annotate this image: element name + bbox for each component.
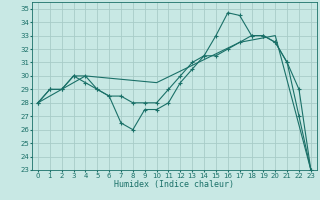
X-axis label: Humidex (Indice chaleur): Humidex (Indice chaleur) — [115, 180, 234, 189]
